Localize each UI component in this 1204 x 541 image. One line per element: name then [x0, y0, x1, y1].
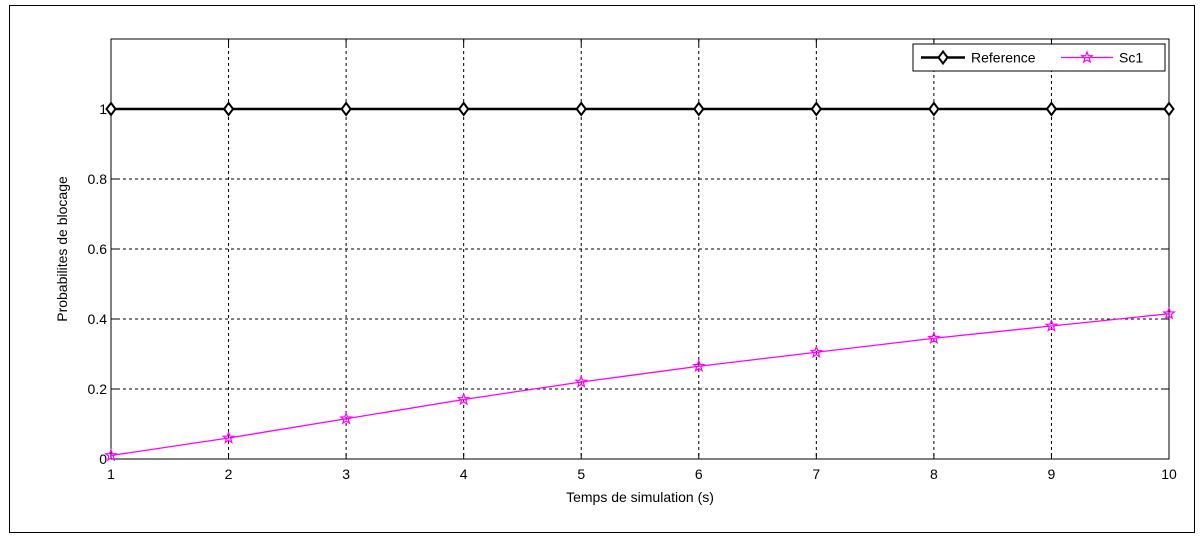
line-chart: 1 2 3 4 5 6 7 8 9 10 0 0.2 0.4 0.6 0.8 1 Temps de simul… — [54, 38, 1177, 505]
diamond-marker — [1045, 101, 1058, 117]
x-tick-label: 6 — [695, 466, 703, 482]
diamond-marker — [340, 101, 352, 117]
legend: Reference Sc1 — [912, 43, 1166, 72]
x-tick-label: 7 — [812, 466, 820, 482]
y-axis-label: Probabilites de blocage — [54, 176, 70, 322]
legend-label: Reference — [971, 50, 1036, 66]
x-tick-label: 2 — [225, 466, 233, 482]
star-marker — [339, 411, 353, 425]
star-marker — [1080, 50, 1094, 64]
y-tick-label: 0.6 — [88, 241, 108, 257]
star-marker — [927, 331, 941, 345]
y-tick-label: 1 — [99, 101, 107, 117]
diamond-marker — [693, 101, 705, 117]
figure-frame: 1 2 3 4 5 6 7 8 9 10 0 0.2 0.4 0.6 0.8 1 Temps de simul… — [9, 5, 1195, 533]
diamond-marker — [928, 101, 940, 117]
series-line — [110, 313, 1170, 457]
x-tick-label: 1 — [107, 466, 115, 482]
diamond-marker — [575, 101, 587, 117]
ticks: 1 2 3 4 5 6 7 8 9 10 0 0.2 0.4 0.6 0.8 1 — [88, 39, 1177, 482]
x-tick-label: 5 — [577, 466, 585, 482]
diamond-marker — [937, 49, 949, 66]
grid — [111, 39, 1169, 459]
star-marker — [104, 448, 118, 462]
diamond-marker — [457, 101, 470, 117]
y-tick-label: 0.4 — [88, 311, 108, 327]
series-reference — [105, 101, 1175, 117]
y-tick-label: 0 — [99, 451, 107, 467]
x-tick-label: 8 — [930, 466, 938, 482]
star-marker — [1162, 306, 1176, 320]
x-tick-label: 10 — [1161, 466, 1177, 482]
x-axis-label: Temps de simulation (s) — [566, 489, 714, 505]
y-tick-label: 0.2 — [88, 381, 108, 397]
y-tick-label: 0.8 — [88, 171, 108, 187]
star-marker — [691, 359, 706, 373]
diamond-marker — [1163, 101, 1175, 117]
x-tick-label: 3 — [342, 466, 350, 482]
star-marker — [221, 430, 236, 444]
star-marker — [574, 374, 589, 388]
x-tick-label: 4 — [460, 466, 468, 482]
diamond-marker — [810, 101, 823, 117]
legend-label: Sc1 — [1119, 50, 1143, 66]
star-marker — [456, 392, 471, 406]
star-marker — [809, 345, 824, 359]
x-tick-label: 9 — [1048, 466, 1056, 482]
diamond-marker — [105, 101, 117, 117]
star-marker — [1044, 318, 1059, 332]
series-sc1 — [104, 306, 1176, 462]
diamond-marker — [222, 101, 235, 117]
series-layer — [104, 101, 1176, 462]
